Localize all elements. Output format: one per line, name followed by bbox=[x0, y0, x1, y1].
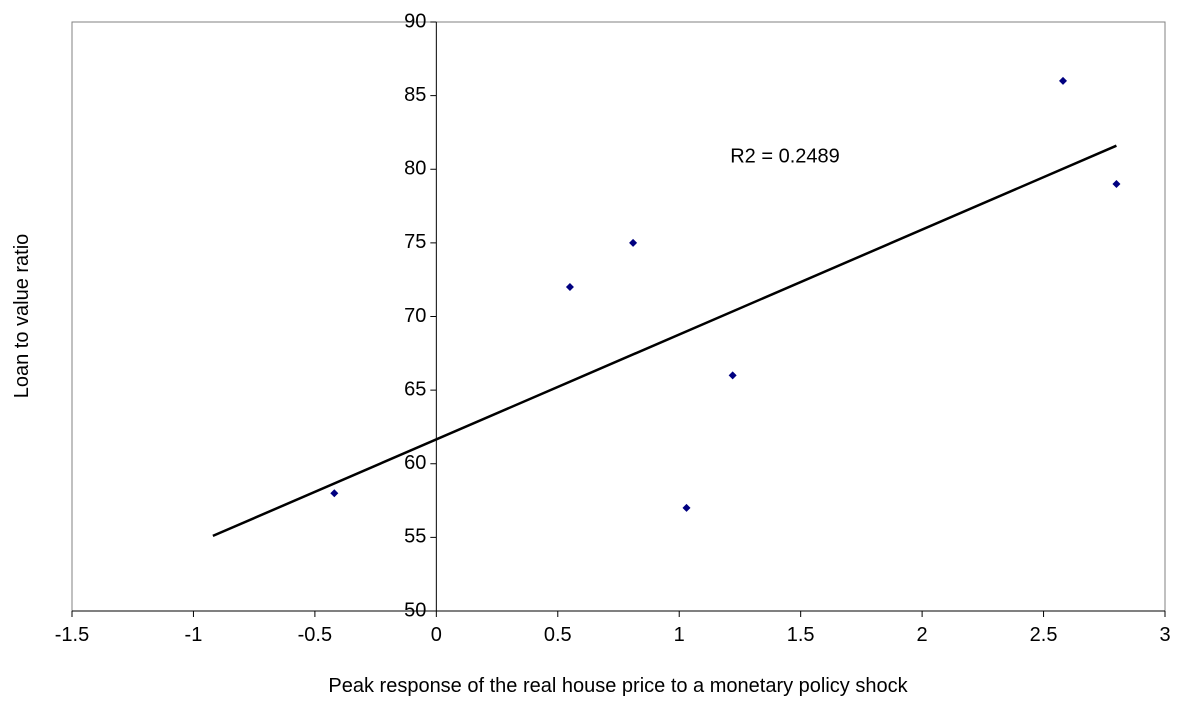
y-tick-label: 60 bbox=[404, 452, 426, 474]
x-tick-label: 0 bbox=[431, 624, 442, 646]
x-tick-label: 0.5 bbox=[544, 624, 572, 646]
y-tick-label: 55 bbox=[404, 526, 426, 548]
x-axis-label: Peak response of the real house price to… bbox=[328, 675, 908, 697]
data-point bbox=[1112, 179, 1121, 188]
annotation: R2 = 0.2489 bbox=[730, 145, 840, 167]
plot-frame bbox=[71, 21, 1166, 612]
y-tick-label: 85 bbox=[404, 84, 426, 106]
y-tick-label: 50 bbox=[404, 599, 426, 621]
x-tick-label: -1 bbox=[185, 624, 203, 646]
y-tick-label: 65 bbox=[404, 378, 426, 400]
y-axis-label: Loan to value ratio bbox=[11, 234, 33, 399]
data-point bbox=[629, 238, 638, 247]
y-tick-label: 75 bbox=[404, 231, 426, 253]
data-point bbox=[728, 371, 737, 380]
x-tick-label: -1.5 bbox=[55, 624, 89, 646]
x-tick-label: -0.5 bbox=[298, 624, 332, 646]
data-point bbox=[682, 503, 691, 512]
y-tick-label: 80 bbox=[404, 158, 426, 180]
x-tick-label: 3 bbox=[1159, 624, 1170, 646]
y-tick-label: 90 bbox=[404, 10, 426, 32]
x-tick-label: 2 bbox=[917, 624, 928, 646]
x-tick-label: 1 bbox=[674, 624, 685, 646]
y-tick-label: 70 bbox=[404, 305, 426, 327]
data-point bbox=[1058, 76, 1067, 85]
x-tick-label: 1.5 bbox=[787, 624, 815, 646]
data-point bbox=[330, 489, 339, 498]
data-point bbox=[565, 283, 574, 292]
x-tick-label: 2.5 bbox=[1030, 624, 1058, 646]
trendline bbox=[212, 144, 1117, 538]
